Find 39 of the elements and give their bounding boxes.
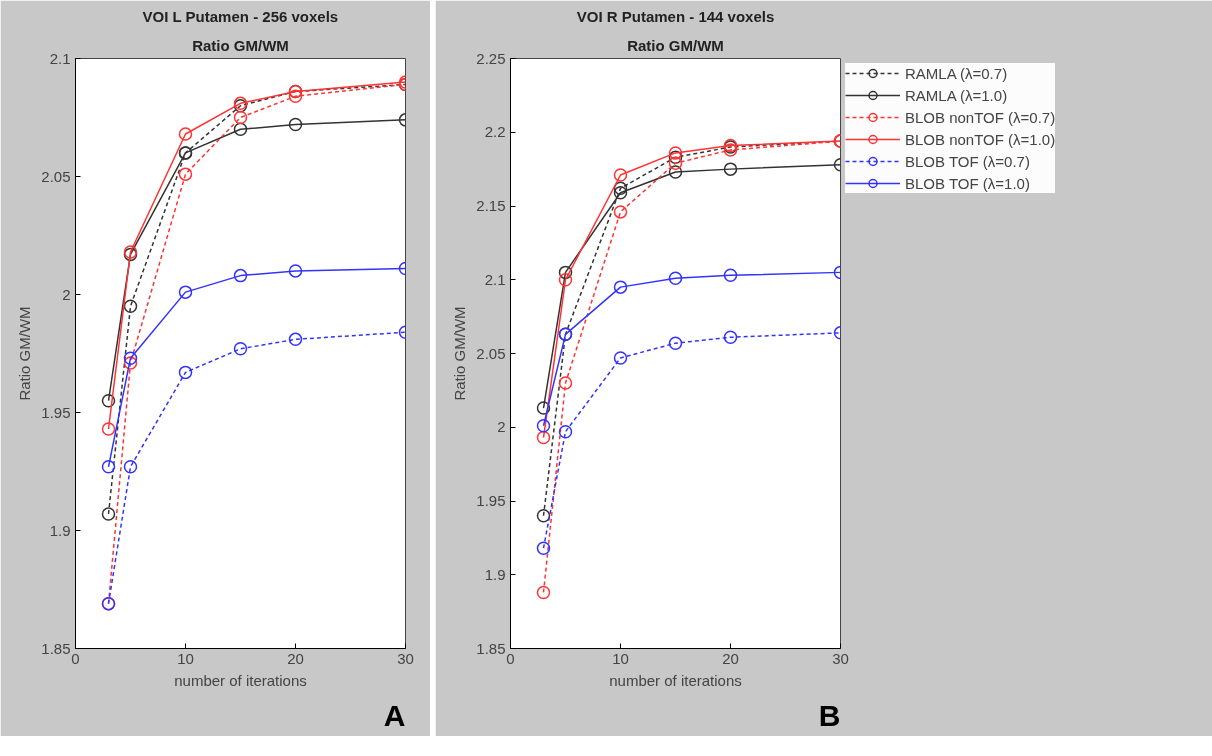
text: B	[818, 698, 841, 732]
x-tick-label: 10	[612, 649, 629, 667]
y-axis-title: Ratio GM/WM	[451, 306, 469, 401]
chart-title: VOI L Putamen - 256 voxels	[142, 7, 339, 25]
x-tick-label: 30	[832, 649, 849, 667]
y-tick-label: 2.25	[476, 49, 506, 67]
y-tick-label: 1.9	[49, 521, 71, 539]
legend-label: BLOB nonTOF (λ=0.7)	[905, 108, 1056, 126]
y-tick-label: 2.1	[484, 270, 506, 288]
x-tick-label: 20	[287, 649, 304, 667]
legend-label: BLOB nonTOF (λ=1.0)	[905, 130, 1056, 148]
text: A	[383, 698, 406, 732]
x-tick-label: 0	[506, 649, 515, 667]
y-tick-label: 2.2	[484, 123, 506, 141]
y-tick-label: 1.85	[41, 639, 71, 657]
y-tick-label: 1.95	[476, 492, 506, 509]
y-tick-label: 2.1	[49, 49, 71, 67]
x-tick-label: 30	[397, 649, 414, 667]
y-tick-label: 1.85	[476, 639, 506, 657]
y-tick-label: 1.95	[41, 403, 71, 421]
chart-subtitle: Ratio GM/WM	[192, 36, 289, 54]
x-tick-label: 0	[71, 649, 80, 667]
y-tick-label: 2	[497, 418, 506, 436]
x-axis-title: number of iterations	[174, 671, 307, 689]
legend-label: RAMLA (λ=0.7)	[905, 64, 1008, 82]
y-tick-label: 2.05	[476, 344, 506, 362]
legend-label: BLOB TOF (λ=1.0)	[905, 174, 1030, 192]
x-axis-title: number of iterations	[609, 671, 742, 689]
x-tick-label: 10	[177, 649, 194, 667]
y-tick-label: 2.15	[476, 197, 506, 214]
x-tick-label: 20	[722, 649, 739, 667]
y-tick-label: 2.05	[41, 167, 71, 185]
chart-subtitle: Ratio GM/WM	[627, 36, 724, 54]
y-axis-title: Ratio GM/WM	[16, 306, 34, 401]
legend-label: RAMLA (λ=1.0)	[905, 86, 1008, 104]
legend-label: BLOB TOF (λ=0.7)	[905, 152, 1030, 170]
y-tick-label: 1.9	[484, 565, 506, 583]
y-tick-label: 2	[62, 285, 71, 303]
chart-title: VOI R Putamen - 144 voxels	[576, 7, 775, 25]
